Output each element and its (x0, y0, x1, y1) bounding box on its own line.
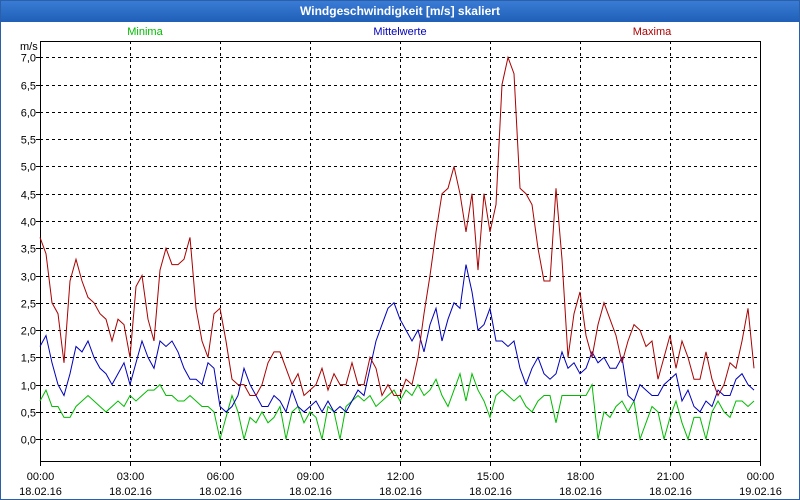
y-tick-label: 0,0 (21, 435, 36, 447)
x-tick-time-label: 15:00 (477, 471, 505, 483)
y-tick-label: 2,0 (21, 326, 36, 338)
x-tick-date-label: 18.02.16 (109, 486, 152, 498)
y-tick-label: 3,0 (21, 272, 36, 284)
legend-mittelwerte: Mittelwerte (373, 26, 426, 38)
x-tick-time-label: 03:00 (117, 471, 145, 483)
y-tick-label: 4,0 (21, 217, 36, 229)
y-tick-label: 2,5 (21, 299, 36, 311)
y-tick-label: 0,5 (21, 408, 36, 420)
x-tick-date-label: 18.02.16 (379, 486, 422, 498)
x-tick-time-label: 18:00 (567, 471, 595, 483)
series-lines (39, 55, 755, 442)
x-tick-date-label: 18.02.16 (19, 486, 62, 498)
y-tick-label: 5,5 (21, 135, 36, 147)
y-tick-label: 6,5 (21, 81, 36, 93)
grid (40, 41, 760, 461)
legend-maxima: Maxima (633, 26, 672, 38)
axes: 0,0 0,5 1,0 1,5 2,0 2,5 3,0 3,5 4,0 4,5 5,0 5,5 6,0 6… (19, 53, 782, 499)
x-tick-date-label: 18.02.16 (199, 486, 242, 498)
y-tick-label: 7,0 (21, 53, 36, 65)
x-tick-time-label: 09:00 (297, 471, 325, 483)
x-tick-date-label: 18.02.16 (649, 486, 692, 498)
y-axis-label: m/s (20, 41, 38, 53)
series-line-mittelwerte (39, 264, 755, 414)
x-tick-time-label: 12:00 (387, 471, 415, 483)
x-tick-time-label: 00:00 (747, 471, 775, 483)
y-tick-label: 4,5 (21, 190, 36, 202)
x-tick-time-label: 00:00 (27, 471, 55, 483)
y-tick-label: 1,0 (21, 381, 36, 393)
x-tick-date-label: 19.02.16 (739, 486, 782, 498)
y-tick-label: 6,0 (21, 108, 36, 120)
y-tick-label: 3,5 (21, 244, 36, 256)
y-tick-label: 1,5 (21, 353, 36, 365)
legend-minima: Minima (127, 26, 163, 38)
x-tick-date-label: 18.02.16 (469, 486, 512, 498)
x-tick-time-label: 06:00 (207, 471, 235, 483)
y-tick-label: 5,0 (21, 162, 36, 174)
chart-title: Windgeschwindigkeit [m/s] skaliert (1, 1, 799, 22)
x-tick-date-label: 18.02.16 (559, 486, 602, 498)
x-tick-time-label: 21:00 (657, 471, 685, 483)
series-line-maxima (39, 55, 755, 397)
x-tick-date-label: 18.02.16 (289, 486, 332, 498)
